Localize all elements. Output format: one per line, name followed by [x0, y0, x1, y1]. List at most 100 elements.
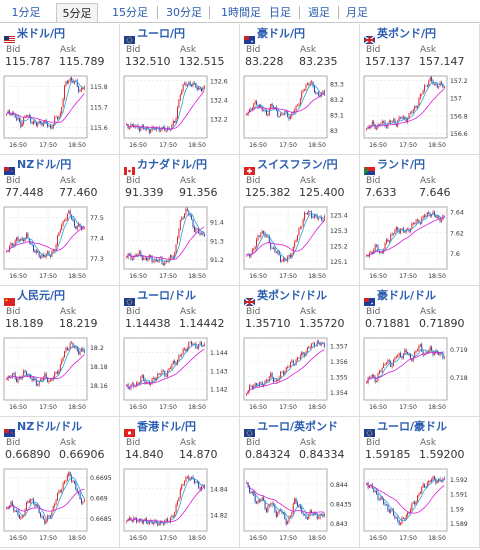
candle-body — [193, 479, 195, 483]
candlestick-chart[interactable]: 157.2 157 156.8 156.6 16:50 17:50 18:50 — [363, 73, 478, 153]
candle-body — [175, 118, 177, 123]
pair-name-link[interactable]: ユーロ/円 — [137, 27, 186, 40]
pair-name-link[interactable]: ユーロ/英ポンド — [257, 420, 339, 433]
x-tick-label: 18:50 — [188, 404, 206, 411]
pair-cell-eurusd[interactable]: ユーロ/ドル Bid Ask 1.14438 1.14442 1.144 1.143 1.14… — [120, 286, 240, 417]
tab-6[interactable]: 日足 — [269, 6, 291, 19]
tab-3[interactable]: 15分足 — [112, 6, 148, 19]
x-tick-label: 18:50 — [68, 404, 86, 411]
candle-body — [371, 251, 373, 254]
tab-2[interactable]: 5分足 — [56, 3, 98, 22]
tab-1[interactable]: 1分足 — [11, 6, 41, 19]
pair-cell-eurgbp[interactable]: ユーロ/英ポンド Bid Ask 0.84324 0.84334 0.844 0.8435 0… — [240, 417, 360, 548]
pair-cell-cadjpy[interactable]: カナダドル/円 Bid Ask 91.339 91.356 91.4 91.3 91.2 16:… — [120, 155, 240, 286]
y-tick-label: 77.4 — [90, 236, 104, 243]
candle-body — [45, 120, 47, 124]
pair-cell-gbpjpy[interactable]: 英ポンド/円 Bid Ask 157.137 157.147 157.2 157 156.8 1… — [360, 24, 480, 155]
candlestick-chart[interactable]: 14.84 14.82 16:50 17:50 18:50 — [123, 466, 238, 546]
pair-name-link[interactable]: 香港ドル/円 — [137, 420, 197, 433]
pair-cell-zarjpy[interactable]: ランド/円 Bid Ask 7.633 7.646 7.64 7.62 7.6 16:50 17:… — [360, 155, 480, 286]
pair-cell-audjpy[interactable]: 豪ドル/円 Bid Ask 83.228 83.235 83.3 83.2 83.1 83 16:… — [240, 24, 360, 155]
pair-cell-hkdjpy[interactable]: 香港ドル/円 Bid Ask 14.840 14.870 14.84 14.82 16:50 1… — [120, 417, 240, 548]
candle-body — [182, 84, 184, 91]
candle-body — [415, 106, 417, 108]
candlestick-chart[interactable]: 77.5 77.4 77.3 16:50 17:50 18:50 — [3, 204, 118, 284]
candlestick-chart[interactable]: 0.844 0.8435 0.843 16:50 17:50 18:50 — [243, 466, 358, 546]
candle-body — [62, 357, 64, 361]
candlestick-chart[interactable]: 91.4 91.3 91.2 16:50 17:50 18:50 — [123, 204, 238, 284]
candlestick-chart[interactable]: 7.64 7.62 7.6 16:50 17:50 18:50 — [363, 204, 478, 284]
pair-cell-audusd[interactable]: 豪ドル/ドル Bid Ask 0.71881 0.71890 0.719 0.718 16:5… — [360, 286, 480, 417]
pair-name-link[interactable]: 人民元/円 — [17, 289, 66, 302]
candlestick-chart[interactable]: 0.719 0.718 16:50 17:50 18:50 — [363, 335, 478, 415]
pair-name-link[interactable]: 米ドル/円 — [17, 27, 66, 40]
candle-body — [129, 253, 131, 255]
tab-7[interactable]: 週足 — [308, 6, 330, 19]
candle-body — [48, 125, 50, 127]
pair-name-link[interactable]: カナダドル/円 — [137, 158, 208, 171]
candle-body — [17, 511, 19, 516]
bid-label: Bid — [126, 307, 141, 317]
pair-name-link[interactable]: 豪ドル/円 — [257, 27, 306, 40]
candle-body — [412, 357, 414, 361]
candle-body — [62, 220, 64, 225]
candle-body — [164, 520, 166, 525]
candle-body — [395, 517, 397, 519]
candle-body — [58, 231, 60, 236]
pair-cell-chfjpy[interactable]: スイスフラン/円 Bid Ask 125.382 125.400 125.4 125.3 12… — [240, 155, 360, 286]
candle-body — [23, 370, 25, 376]
candle-body — [253, 249, 255, 250]
candlestick-chart[interactable]: 83.3 83.2 83.1 83 16:50 17:50 18:50 — [243, 73, 358, 153]
candlestick-chart[interactable]: 1.357 1.356 1.355 1.354 16:50 17:50 18:50 — [243, 335, 358, 415]
candlestick-chart[interactable]: 125.4 125.3 125.2 125.1 16:50 17:50 18:50 — [243, 204, 358, 284]
candlestick-chart[interactable]: 1.592 1.591 1.59 1.589 16:50 17:50 18:50 — [363, 466, 478, 546]
candle-body — [250, 108, 252, 110]
candlestick-chart[interactable]: 132.6 132.4 132.2 16:50 17:50 18:50 — [123, 73, 238, 153]
candle-body — [55, 116, 57, 118]
pair-name-link[interactable]: ランド/円 — [377, 158, 426, 171]
candle-body — [311, 211, 313, 218]
bid-value: 7.633 — [365, 186, 397, 199]
candle-body — [254, 495, 256, 502]
candle-body — [198, 344, 200, 349]
candle-body — [55, 245, 57, 251]
pair-cell-nzdjpy[interactable]: NZドル/円 Bid Ask 77.448 77.460 77.5 77.4 77.3 16:5… — [0, 155, 120, 286]
pair-name-link[interactable]: ユーロ/豪ドル — [377, 420, 448, 433]
pair-name-link[interactable]: ユーロ/ドル — [137, 289, 197, 302]
candle-body — [17, 378, 19, 383]
candle-body — [153, 378, 155, 379]
tab-4[interactable]: 30分足 — [166, 6, 202, 19]
candlestick-chart[interactable]: 0.6695 0.669 0.6685 16:50 17:50 18:50 — [3, 466, 118, 546]
y-tick-label: 0.6685 — [90, 516, 112, 523]
pair-cell-usdjpy[interactable]: 米ドル/円 Bid Ask 115.787 115.789 115.8 115.7 115.6… — [0, 24, 120, 155]
pair-cell-nzdusd[interactable]: NZドル/ドル Bid Ask 0.66890 0.66906 0.6695 0.669 0.… — [0, 417, 120, 548]
candle-body — [318, 218, 320, 219]
candlestick-chart[interactable]: 18.2 18.18 18.16 16:50 17:50 18:50 — [3, 335, 118, 415]
candle-body — [78, 350, 80, 355]
pair-name-link[interactable]: NZドル/円 — [17, 158, 72, 171]
candle-body — [203, 234, 205, 237]
candle-body — [52, 506, 54, 512]
candlestick-chart[interactable]: 115.8 115.7 115.6 16:50 17:50 18:50 — [3, 73, 118, 153]
pair-name-link[interactable]: NZドル/ドル — [17, 420, 83, 433]
tab-8[interactable]: 月足 — [346, 6, 368, 19]
candle-body — [148, 255, 150, 259]
pair-name-link[interactable]: 豪ドル/ドル — [377, 289, 437, 302]
candle-body — [295, 360, 297, 365]
pair-name-link[interactable]: 英ポンド/ドル — [257, 289, 328, 302]
pair-cell-eurjpy[interactable]: ユーロ/円 Bid Ask 132.510 132.515 132.6 132.4 132.2… — [120, 24, 240, 155]
pair-name-link[interactable]: 英ポンド/円 — [377, 27, 437, 40]
tab-5[interactable]: 1時間足 — [221, 6, 261, 19]
pair-cell-gbpusd[interactable]: 英ポンド/ドル Bid Ask 1.35710 1.35720 1.357 1.356 1.3… — [240, 286, 360, 417]
candle-body — [264, 110, 266, 112]
candlestick-chart[interactable]: 1.144 1.143 1.142 16:50 17:50 18:50 — [123, 335, 238, 415]
pair-cell-cnyjpy[interactable]: 人民元/円 Bid Ask 18.189 18.219 18.2 18.18 18.16 16:… — [0, 286, 120, 417]
candle-body — [172, 515, 174, 517]
ask-value: 0.84334 — [299, 448, 345, 461]
candle-body — [11, 374, 13, 378]
candle-body — [323, 514, 325, 517]
pair-name-link[interactable]: スイスフラン/円 — [257, 158, 338, 171]
pair-cell-euraud[interactable]: ユーロ/豪ドル Bid Ask 1.59185 1.59200 1.592 1.591 1.5… — [360, 417, 480, 548]
candle-body — [400, 523, 402, 525]
x-tick-label: 16:50 — [9, 404, 27, 411]
